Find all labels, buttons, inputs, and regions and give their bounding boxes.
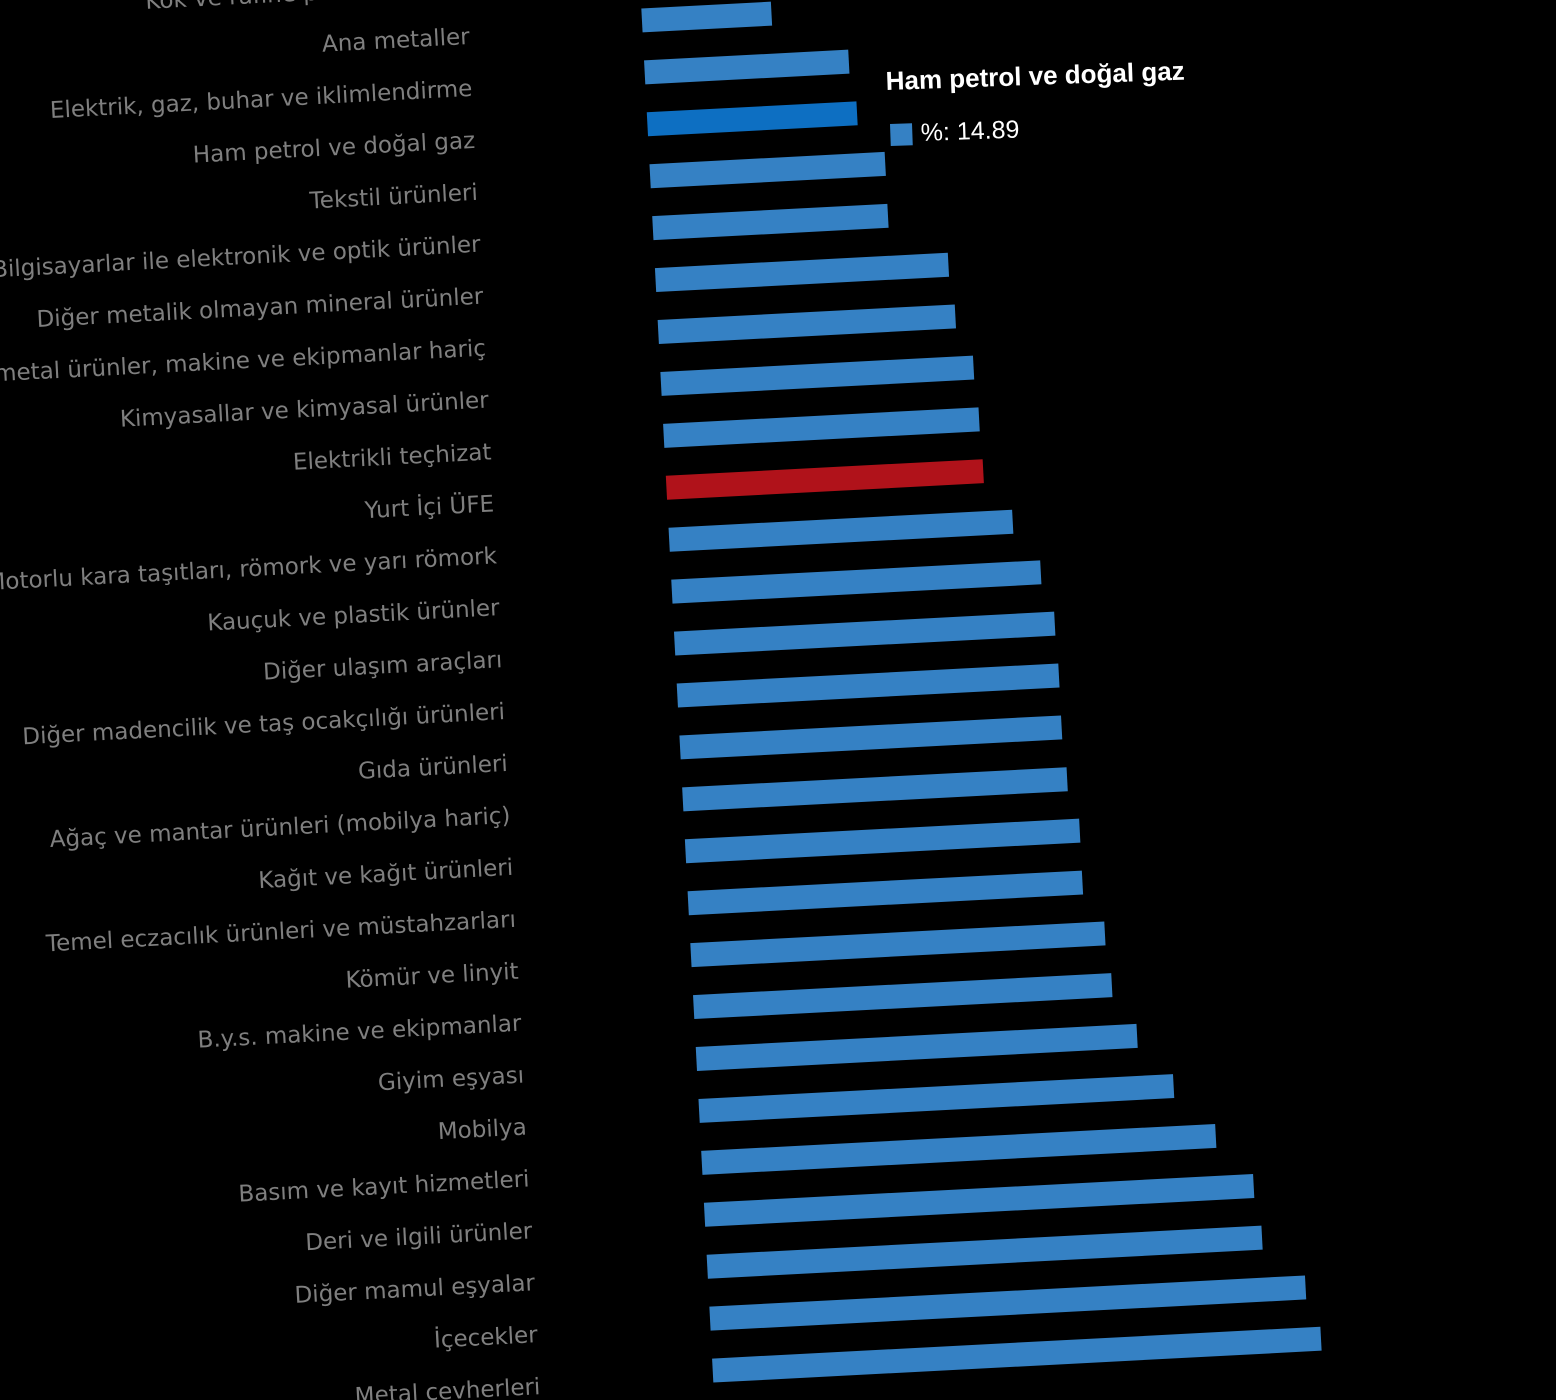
bar bbox=[673, 611, 1056, 656]
category-label: İçecekler bbox=[433, 1320, 539, 1353]
bar bbox=[682, 767, 1068, 812]
bar bbox=[679, 715, 1063, 760]
bar bbox=[684, 818, 1081, 864]
tooltip-swatch bbox=[889, 123, 913, 146]
bar bbox=[703, 1174, 1255, 1227]
bar bbox=[646, 101, 858, 137]
bar bbox=[698, 1074, 1175, 1123]
bar bbox=[690, 921, 1106, 968]
bar bbox=[644, 49, 850, 85]
bar bbox=[712, 1326, 1322, 1383]
bar bbox=[657, 304, 957, 344]
bar bbox=[660, 355, 975, 396]
bar bbox=[668, 509, 1014, 552]
bar bbox=[695, 1023, 1138, 1071]
bar bbox=[671, 560, 1042, 604]
bar bbox=[665, 459, 984, 500]
bar bbox=[687, 870, 1084, 916]
bar bbox=[641, 1, 773, 33]
bar bbox=[709, 1275, 1307, 1331]
category-label: Mobilya bbox=[437, 1114, 527, 1145]
tooltip-label: %: 14.89 bbox=[920, 116, 1020, 147]
bar bbox=[693, 973, 1113, 1020]
bar bbox=[701, 1123, 1217, 1175]
bar bbox=[654, 252, 950, 293]
bar bbox=[676, 663, 1060, 708]
bar bbox=[706, 1225, 1263, 1279]
bar bbox=[663, 407, 980, 448]
bar bbox=[652, 203, 889, 241]
bar bbox=[649, 151, 886, 189]
